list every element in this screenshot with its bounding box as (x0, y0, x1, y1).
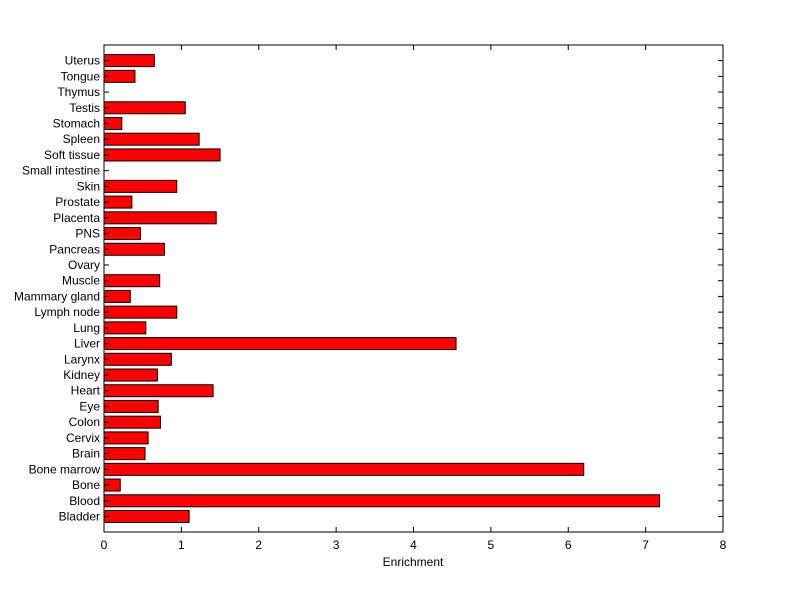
bar-eye (103, 399, 159, 413)
bar-blood (103, 494, 661, 508)
x-tick-label: 4 (410, 538, 417, 552)
y-tick-label-bone: Bone (72, 478, 100, 492)
plot-area (104, 45, 723, 532)
bar-kidney (103, 368, 158, 382)
x-tick-label: 7 (642, 538, 649, 552)
bar-lung (103, 321, 147, 335)
x-tick-labels: 0 1 2 3 4 5 6 7 8 (101, 538, 727, 552)
y-tick-label-ovary: Ovary (68, 258, 100, 272)
bar-colon (103, 415, 161, 429)
y-tick-label-brain: Brain (72, 447, 100, 461)
y-tick-label-thymus: Thymus (57, 85, 100, 99)
x-tick-label: 8 (720, 538, 727, 552)
y-tick-label-uterus: Uterus (65, 54, 100, 68)
y-tick-label-bone-marrow: Bone marrow (29, 462, 101, 476)
ticks (103, 45, 724, 532)
y-tick-label-tongue: Tongue (61, 69, 101, 83)
bar-pns (103, 227, 141, 241)
y-tick-label-liver: Liver (74, 337, 100, 351)
bar-lymph-node (103, 305, 178, 319)
bar-muscle (103, 274, 161, 288)
bar-uterus (103, 54, 155, 68)
y-tick-label-lung: Lung (73, 321, 100, 335)
y-tick-label-larynx: Larynx (64, 352, 100, 366)
bar-testis (103, 101, 186, 115)
bar-soft-tissue (103, 148, 221, 162)
bar-placenta (103, 211, 217, 225)
y-tick-label-lymph-node: Lymph node (34, 305, 100, 319)
bar-liver (103, 337, 457, 351)
bar-skin (103, 179, 178, 193)
y-tick-label-heart: Heart (71, 384, 101, 398)
bar-pancreas (103, 242, 165, 256)
y-tick-label-soft-tissue: Soft tissue (44, 148, 100, 162)
bar-cervix (103, 431, 149, 445)
y-tick-label-eye: Eye (79, 399, 100, 413)
x-tick-label: 1 (178, 538, 185, 552)
bar-bladder (103, 510, 190, 523)
y-tick-label-bladder: Bladder (59, 510, 100, 524)
x-tick-label: 2 (255, 538, 262, 552)
y-tick-label-skin: Skin (77, 179, 100, 193)
x-tick-label: 3 (333, 538, 340, 552)
y-tick-label-kidney: Kidney (63, 368, 100, 382)
y-tick-label-stomach: Stomach (53, 117, 100, 131)
y-tick-label-placenta: Placenta (53, 211, 100, 225)
x-tick-label: 0 (101, 538, 108, 552)
x-tick-label: 6 (565, 538, 572, 552)
bar-bone-marrow (103, 462, 585, 476)
y-tick-label-small-intestine: Small intestine (22, 164, 100, 178)
bar-larynx (103, 352, 172, 366)
y-tick-label-blood: Blood (69, 494, 100, 508)
y-tick-label-pns: PNS (75, 227, 100, 241)
bar-brain (103, 447, 146, 461)
y-tick-label-spleen: Spleen (63, 132, 100, 146)
bar-spleen (103, 132, 200, 146)
y-tick-label-testis: Testis (69, 101, 100, 115)
bar-heart (103, 384, 214, 398)
x-axis-label: Enrichment (383, 555, 444, 569)
y-tick-label-mammary-gland: Mammary gland (14, 289, 100, 303)
y-tick-label-prostate: Prostate (55, 195, 100, 209)
y-tick-label-colon: Colon (69, 415, 100, 429)
y-tick-label-muscle: Muscle (62, 274, 100, 288)
y-tick-label-cervix: Cervix (66, 431, 100, 445)
plot-frame (103, 44, 724, 533)
y-tick-label-pancreas: Pancreas (49, 242, 100, 256)
x-tick-label: 5 (488, 538, 495, 552)
